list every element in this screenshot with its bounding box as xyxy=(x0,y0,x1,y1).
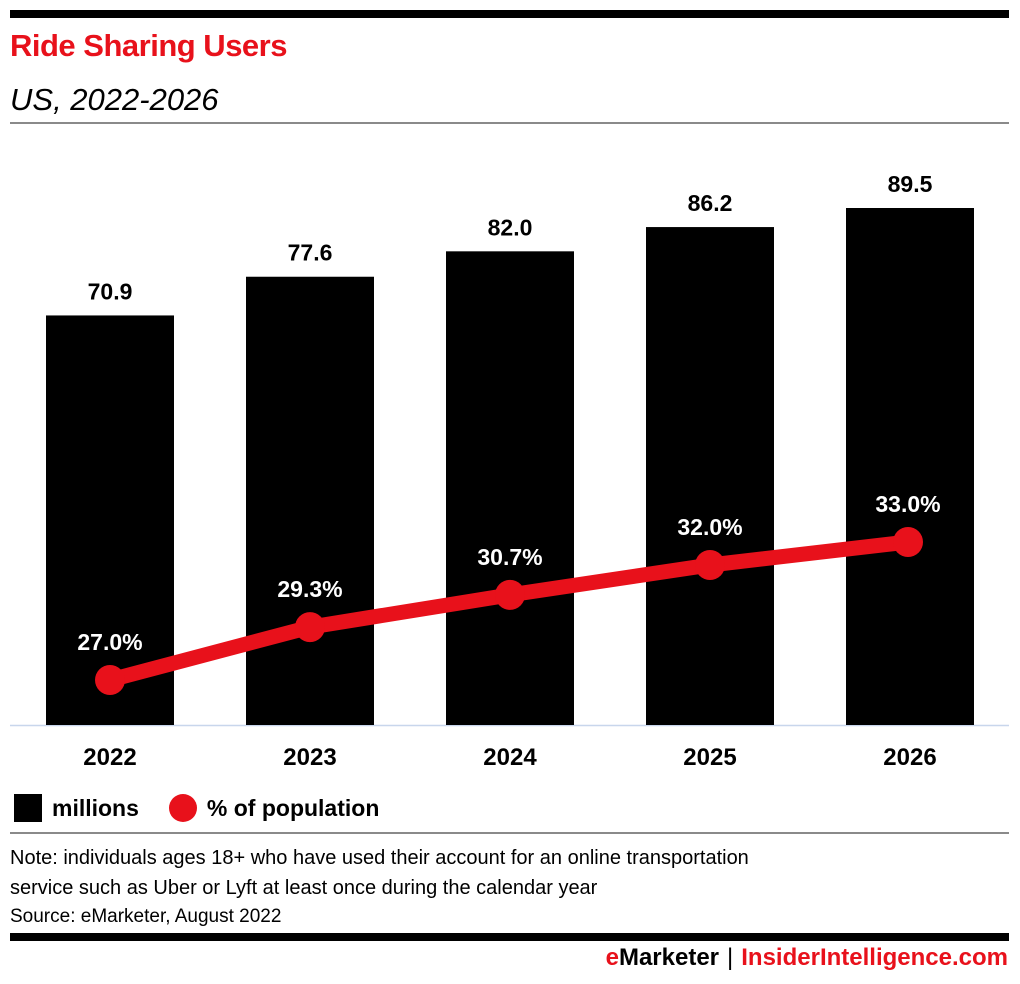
brand-separator: | xyxy=(727,944,734,971)
x-tick-2026: 2026 xyxy=(883,744,936,771)
brand-footer: eMarketer | InsiderIntelligence.com xyxy=(606,944,1008,972)
bar-label-2025: 86.2 xyxy=(688,190,733,216)
bar-2026 xyxy=(846,208,974,725)
line-label-2026: 33.0% xyxy=(875,491,940,517)
line-label-2023: 29.3% xyxy=(277,576,342,602)
legend-square-icon xyxy=(14,794,42,822)
line-label-2025: 32.0% xyxy=(677,514,742,540)
x-tick-2024: 2024 xyxy=(483,744,537,771)
note-line-2: service such as Uber or Lyft at least on… xyxy=(10,877,598,899)
header-divider xyxy=(10,122,1009,124)
x-tick-2025: 2025 xyxy=(683,744,736,771)
legend: millions % of population xyxy=(14,794,379,822)
bar-label-2022: 70.9 xyxy=(88,278,133,304)
legend-label-millions: millions xyxy=(52,794,139,821)
line-point-2025 xyxy=(695,550,725,580)
source: Source: eMarketer, August 2022 xyxy=(10,906,282,927)
legend-label-percent: % of population xyxy=(206,794,380,821)
bar-2023 xyxy=(246,276,374,725)
x-tick-2023: 2023 xyxy=(283,744,336,771)
brand-e: e xyxy=(605,944,619,971)
x-tick-2022: 2022 xyxy=(83,744,136,771)
bar-2024 xyxy=(446,251,574,725)
line-point-2022 xyxy=(95,665,125,695)
line-point-2026 xyxy=(893,527,923,557)
brand-insider-intelligence: InsiderIntelligence.com xyxy=(741,944,1008,971)
bar-2022 xyxy=(46,315,174,725)
bar-2025 xyxy=(646,227,774,726)
bottom-rule xyxy=(10,933,1009,941)
bar-label-2026: 89.5 xyxy=(888,171,933,197)
chart-subtitle: US, 2022-2026 xyxy=(10,82,219,117)
note-line-1: Note: individuals ages 18+ who have used… xyxy=(10,847,749,869)
line-point-2023 xyxy=(295,612,325,643)
top-rule xyxy=(10,10,1009,18)
note: Note: individuals ages 18+ who have used… xyxy=(10,843,749,903)
bar-label-2023: 77.6 xyxy=(288,240,333,266)
line-label-2024: 30.7% xyxy=(477,544,542,570)
legend-divider xyxy=(10,832,1009,834)
line-label-2022: 27.0% xyxy=(77,629,142,655)
brand-marketer: Marketer xyxy=(618,944,720,971)
legend-circle-icon xyxy=(168,794,197,822)
chart-title: Ride Sharing Users xyxy=(10,28,287,63)
line-point-2024 xyxy=(495,579,525,610)
bar-label-2024: 82.0 xyxy=(488,214,533,240)
chart-area: 70.9 2022 77.6 2023 82.0 2024 86.2 2025 89.5 2026… xyxy=(10,171,1009,771)
